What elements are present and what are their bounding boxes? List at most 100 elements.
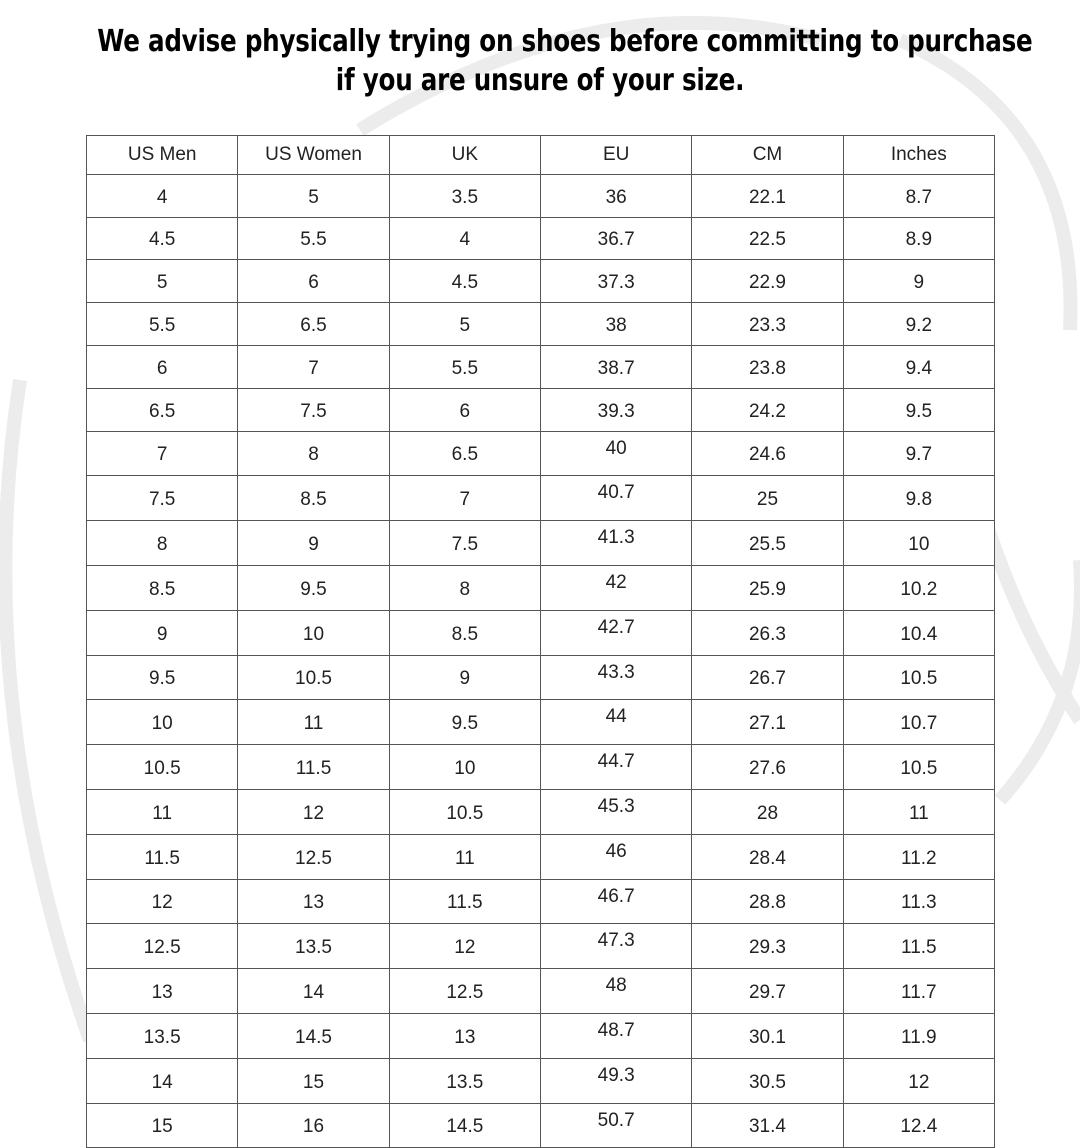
table-row: 10.5 11.5 10 44.7 27.6 10.5 bbox=[85, 744, 996, 790]
table-cell: 11 bbox=[85, 788, 239, 835]
table-cell: 11.9 bbox=[842, 1012, 996, 1059]
table-cell: 13.5 bbox=[237, 923, 390, 970]
table-cell: 7.5 bbox=[85, 475, 239, 522]
column-header: UK bbox=[388, 135, 541, 175]
table-row: 5.5 6.5 5 38 23.3 9.2 bbox=[85, 302, 996, 346]
table-cell: 8.7 bbox=[842, 173, 996, 218]
table-cell: 28.8 bbox=[691, 878, 844, 925]
column-header: US Men bbox=[85, 135, 239, 175]
table-cell: 8.5 bbox=[85, 564, 239, 611]
table-cell: 6 bbox=[388, 387, 541, 432]
table-cell: 44 bbox=[539, 699, 693, 746]
table-cell: 22.5 bbox=[691, 216, 844, 261]
table-cell: 12.5 bbox=[388, 968, 541, 1014]
table-cell: 12 bbox=[237, 788, 390, 835]
table-cell: 11.5 bbox=[842, 923, 996, 970]
table-cell: 46 bbox=[539, 833, 693, 880]
table-cell: 22.1 bbox=[691, 173, 844, 218]
table-cell: 5.5 bbox=[388, 344, 541, 389]
table-cell: 10.4 bbox=[842, 609, 996, 656]
table-cell: 8 bbox=[388, 564, 541, 611]
table-cell: 37.3 bbox=[539, 259, 693, 304]
table-cell: 13 bbox=[237, 878, 390, 925]
table-cell: 9.8 bbox=[842, 475, 996, 522]
table-cell: 12 bbox=[842, 1057, 996, 1104]
table-cell: 38 bbox=[539, 302, 693, 346]
table-cell: 9.5 bbox=[388, 699, 541, 746]
table-cell: 8 bbox=[85, 520, 239, 566]
table-cell: 5 bbox=[388, 302, 541, 346]
table-cell: 9.5 bbox=[237, 564, 390, 611]
table-cell: 9.5 bbox=[85, 654, 239, 701]
table-cell: 40 bbox=[539, 430, 693, 477]
table-cell: 38.7 bbox=[539, 344, 693, 389]
table-cell: 3.5 bbox=[388, 173, 541, 218]
table-cell: 13 bbox=[388, 1012, 541, 1059]
table-cell: 12.5 bbox=[237, 833, 390, 880]
table-cell: 11.3 bbox=[842, 878, 996, 925]
table-cell: 36 bbox=[539, 173, 693, 218]
table-cell: 26.3 bbox=[691, 609, 844, 656]
table-row: 12.5 13.5 12 47.3 29.3 11.5 bbox=[85, 923, 996, 970]
table-cell: 9.4 bbox=[842, 344, 996, 389]
table-cell: 36.7 bbox=[539, 216, 693, 261]
sizing-advice-notice: We advise physically trying on shoes bef… bbox=[97, 22, 1033, 100]
table-cell: 9 bbox=[237, 520, 390, 566]
table-cell: 39.3 bbox=[539, 387, 693, 432]
table-cell: 6.5 bbox=[237, 302, 390, 346]
table-row: 7 8 6.5 40 24.6 9.7 bbox=[85, 430, 996, 477]
table-cell: 50.7 bbox=[539, 1102, 693, 1148]
table-row: 9.5 10.5 9 43.3 26.7 10.5 bbox=[85, 654, 996, 701]
header-row: US Men US Women UK EU CM Inches bbox=[85, 135, 996, 175]
notice-line-2: if you are unsure of your size. bbox=[335, 63, 745, 98]
column-header: CM bbox=[691, 135, 844, 175]
table-cell: 12.4 bbox=[842, 1102, 996, 1148]
table-cell: 30.5 bbox=[691, 1057, 844, 1104]
table-cell: 5.5 bbox=[237, 216, 390, 261]
table-row: 9 10 8.5 42.7 26.3 10.4 bbox=[85, 609, 996, 656]
table-row: 10 11 9.5 44 27.1 10.7 bbox=[85, 699, 996, 746]
table-cell: 4.5 bbox=[85, 216, 239, 261]
table-cell: 24.2 bbox=[691, 387, 844, 432]
table-cell: 27.1 bbox=[691, 699, 844, 746]
table-cell: 44.7 bbox=[539, 744, 693, 790]
table-row: 15 16 14.5 50.7 31.4 12.4 bbox=[85, 1102, 996, 1148]
table-cell: 6.5 bbox=[388, 430, 541, 477]
shoe-size-chart: US Men US Women UK EU CM Inches 4 5 3.5 36 22.1 8.… bbox=[85, 135, 996, 1148]
table-cell: 15 bbox=[237, 1057, 390, 1104]
table-cell: 14 bbox=[237, 968, 390, 1014]
table-cell: 9 bbox=[388, 654, 541, 701]
table-cell: 9 bbox=[85, 609, 239, 656]
table-cell: 13.5 bbox=[388, 1057, 541, 1104]
table-cell: 12 bbox=[388, 923, 541, 970]
table-row: 11 12 10.5 45.3 28 11 bbox=[85, 788, 996, 835]
table-cell: 47.3 bbox=[539, 923, 693, 970]
table-cell: 14.5 bbox=[388, 1102, 541, 1148]
table-cell: 43.3 bbox=[539, 654, 693, 701]
table-cell: 10.5 bbox=[388, 788, 541, 835]
table-cell: 42 bbox=[539, 564, 693, 611]
table-cell: 12 bbox=[85, 878, 239, 925]
table-cell: 13 bbox=[85, 968, 239, 1014]
table-cell: 45.3 bbox=[539, 788, 693, 835]
table-cell: 5 bbox=[237, 173, 390, 218]
table-cell: 10.5 bbox=[237, 654, 390, 701]
table-cell: 7 bbox=[237, 344, 390, 389]
table-cell: 10.5 bbox=[842, 654, 996, 701]
table-cell: 8.9 bbox=[842, 216, 996, 261]
table-cell: 48 bbox=[539, 968, 693, 1014]
table-cell: 22.9 bbox=[691, 259, 844, 304]
table-cell: 16 bbox=[237, 1102, 390, 1148]
column-header: US Women bbox=[237, 135, 390, 175]
table-cell: 13.5 bbox=[85, 1012, 239, 1059]
table-cell: 10.2 bbox=[842, 564, 996, 611]
table-cell: 7.5 bbox=[388, 520, 541, 566]
table-row: 4 5 3.5 36 22.1 8.7 bbox=[85, 173, 996, 218]
table-cell: 9.5 bbox=[842, 387, 996, 432]
table-row: 4.5 5.5 4 36.7 22.5 8.9 bbox=[85, 216, 996, 261]
table-row: 13.5 14.5 13 48.7 30.1 11.9 bbox=[85, 1012, 996, 1059]
table-row: 8 9 7.5 41.3 25.5 10 bbox=[85, 520, 996, 566]
table-cell: 41.3 bbox=[539, 520, 693, 566]
table-cell: 5 bbox=[85, 259, 239, 304]
table-cell: 5.5 bbox=[85, 302, 239, 346]
